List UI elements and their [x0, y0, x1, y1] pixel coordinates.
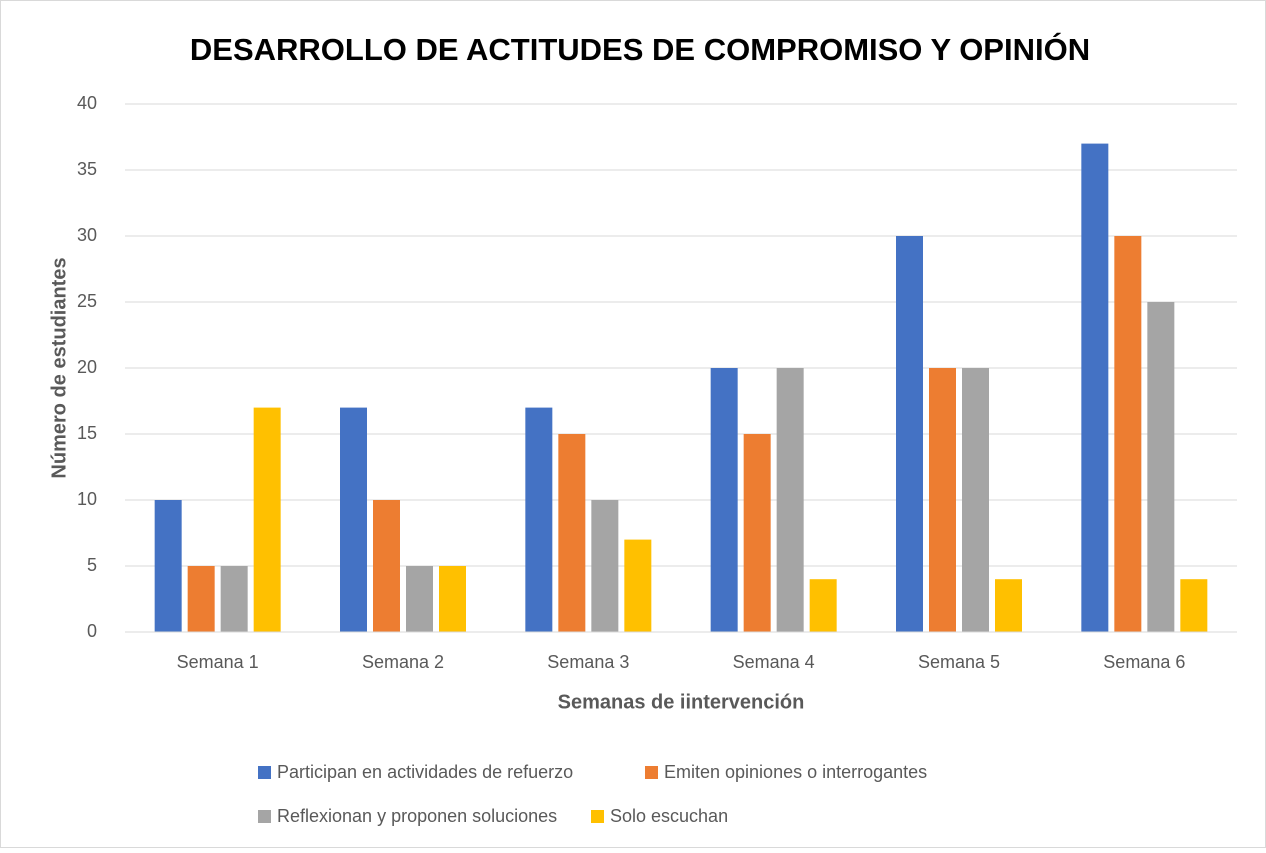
bar — [1081, 143, 1109, 632]
bar — [896, 236, 923, 632]
bar — [710, 368, 738, 632]
bar — [558, 434, 586, 632]
y-tick-label: 0 — [87, 621, 97, 641]
bar — [809, 579, 837, 632]
bar — [253, 407, 281, 632]
bar — [1147, 302, 1175, 632]
bar — [776, 368, 804, 632]
y-tick-label: 10 — [77, 489, 97, 509]
y-tick-label: 5 — [87, 555, 97, 575]
legend-swatch — [645, 766, 658, 779]
x-tick-label: Semana 1 — [177, 652, 259, 672]
bar — [187, 566, 215, 632]
bar — [624, 539, 652, 632]
bar — [743, 434, 771, 632]
bar — [525, 407, 553, 632]
bar — [962, 368, 989, 632]
y-tick-label: 40 — [77, 93, 97, 113]
y-tick-label: 20 — [77, 357, 97, 377]
x-tick-label: Semana 3 — [547, 652, 629, 672]
legend-label: Reflexionan y proponen soluciones — [277, 806, 557, 826]
bar — [1180, 579, 1208, 632]
legend-swatch — [591, 810, 604, 823]
bar — [439, 566, 466, 632]
legend-label: Solo escuchan — [610, 806, 728, 826]
legend-swatch — [258, 766, 271, 779]
legend-swatch — [258, 810, 271, 823]
bar — [1114, 236, 1142, 632]
chart-title: DESARROLLO DE ACTITUDES DE COMPROMISO Y … — [190, 31, 1090, 67]
y-tick-label: 15 — [77, 423, 97, 443]
y-axis-title: Número de estudiantes — [48, 257, 70, 478]
x-axis-title: Semanas de iintervención — [558, 691, 805, 713]
y-tick-label: 25 — [77, 291, 97, 311]
bar — [154, 500, 182, 632]
y-tick-label: 30 — [77, 225, 97, 245]
bar — [995, 579, 1022, 632]
bar — [406, 566, 433, 632]
x-tick-label: Semana 4 — [733, 652, 815, 672]
bar — [340, 407, 367, 632]
x-tick-label: Semana 6 — [1103, 652, 1185, 672]
bar — [373, 500, 400, 632]
bar — [591, 500, 619, 632]
bar — [220, 566, 248, 632]
bar — [929, 368, 956, 632]
legend-label: Emiten opiniones o interrogantes — [664, 762, 927, 782]
x-tick-label: Semana 2 — [362, 652, 444, 672]
x-tick-label: Semana 5 — [918, 652, 1000, 672]
legend-label: Participan en actividades de refuerzo — [277, 762, 573, 782]
y-tick-label: 35 — [77, 159, 97, 179]
